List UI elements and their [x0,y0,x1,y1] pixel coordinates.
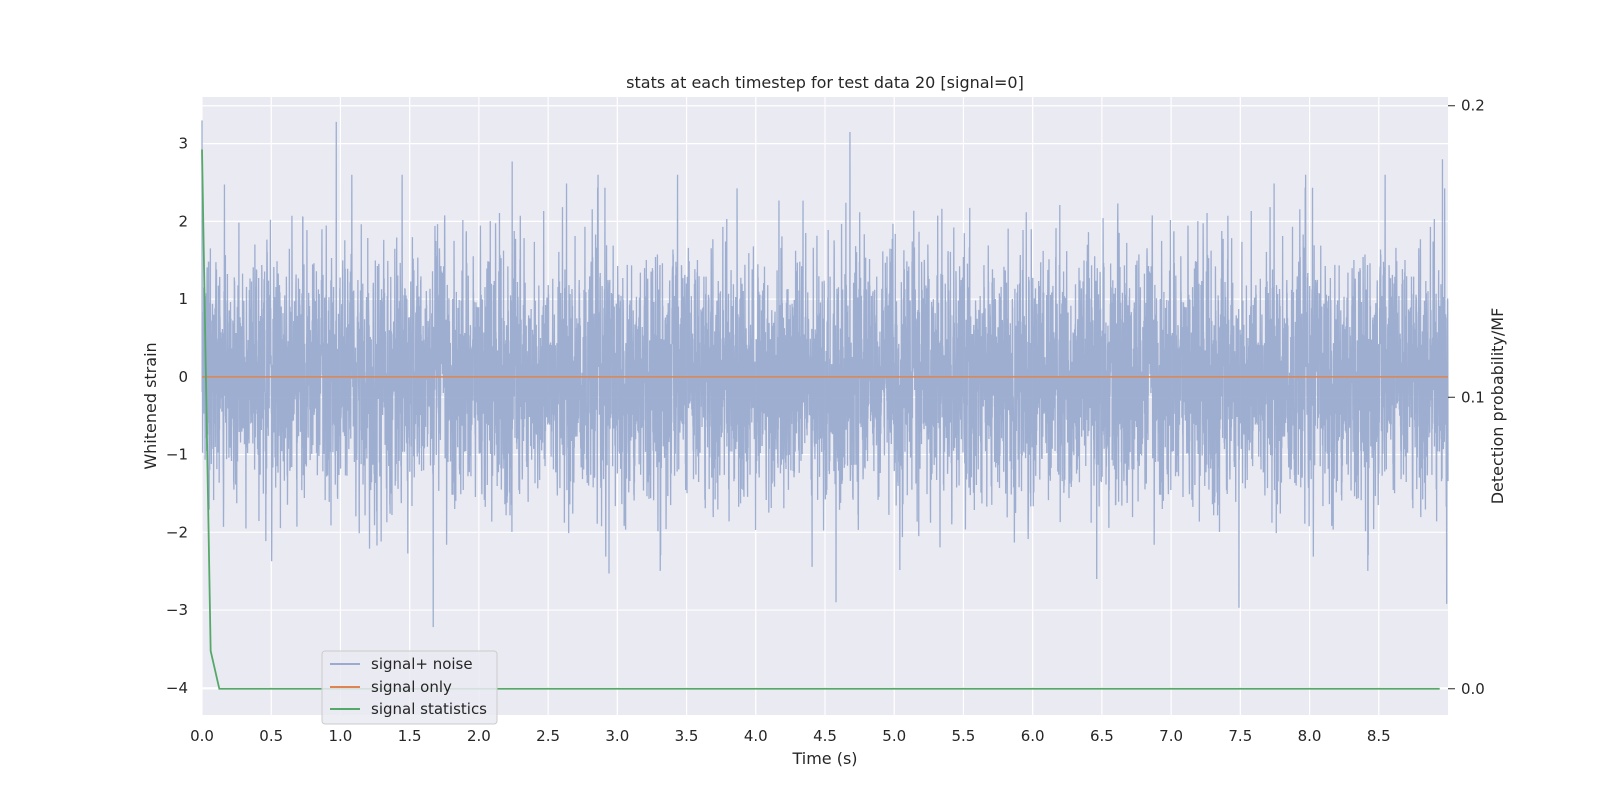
y2-tick-label: 0.2 [1461,97,1485,115]
y2-tick-label: 0.1 [1461,388,1485,406]
legend-label-signal-statistics: signal statistics [371,700,487,718]
line-signal-statistics [201,149,1440,690]
series-signal-statistics [201,149,1440,690]
x-tick-label: 0.5 [259,727,283,745]
x-tick-label: 2.5 [536,727,560,745]
x-tick-label: 8.5 [1367,727,1391,745]
y2-tick-label: 0.0 [1461,680,1485,698]
legend-box [321,650,498,725]
y-tick-label: 1 [178,290,188,308]
x-tick-label: 7.0 [1159,727,1183,745]
y-tick-label: −2 [166,523,188,541]
series-signal-noise [201,120,1449,628]
y-tick-label: −4 [166,679,188,697]
y-tick-label: 0 [178,368,188,386]
y-tick-label: 3 [178,135,188,153]
x-tick-label: 4.0 [744,727,768,745]
x-tick-label: 0.0 [190,727,214,745]
y-tick-label: −3 [166,601,188,619]
x-tick-label: 3.0 [605,727,629,745]
y-axis-label: Whitened strain [141,342,160,469]
y-axis-ticks: 3 2 1 0 −1 −2 −3 −4 [166,135,188,697]
x-tick-label: 7.5 [1228,727,1252,745]
y2-axis-ticks: 0.2 0.1 0.0 [1448,97,1485,698]
y2-axis-label: Detection probability/MF [1488,308,1507,505]
legend-label-signal-only: signal only [371,678,452,696]
y-tick-label: −1 [166,446,188,464]
x-tick-label: 2.0 [467,727,491,745]
x-tick-label: 8.0 [1298,727,1322,745]
legend-label-signal-noise: signal+ noise [371,655,473,673]
y-tick-label: 2 [178,212,188,230]
x-tick-label: 6.5 [1090,727,1114,745]
x-tick-label: 4.5 [813,727,837,745]
x-tick-label: 1.5 [398,727,422,745]
line-signal-noise [201,120,1449,628]
x-tick-label: 5.0 [882,727,906,745]
x-axis-label: Time (s) [791,749,857,768]
x-tick-label: 5.5 [952,727,976,745]
x-tick-label: 1.0 [329,727,353,745]
x-tick-label: 6.0 [1021,727,1045,745]
legend: signal+ noise signal only signal statist… [321,650,498,725]
x-axis-ticks: 0.0 0.5 1.0 1.5 2.0 2.5 3.0 3.5 4.0 4.5 5.0 5.5 6.0 6… [190,727,1391,745]
x-tick-label: 3.5 [675,727,699,745]
chart-title: stats at each timestep for test data 20 … [626,73,1024,92]
